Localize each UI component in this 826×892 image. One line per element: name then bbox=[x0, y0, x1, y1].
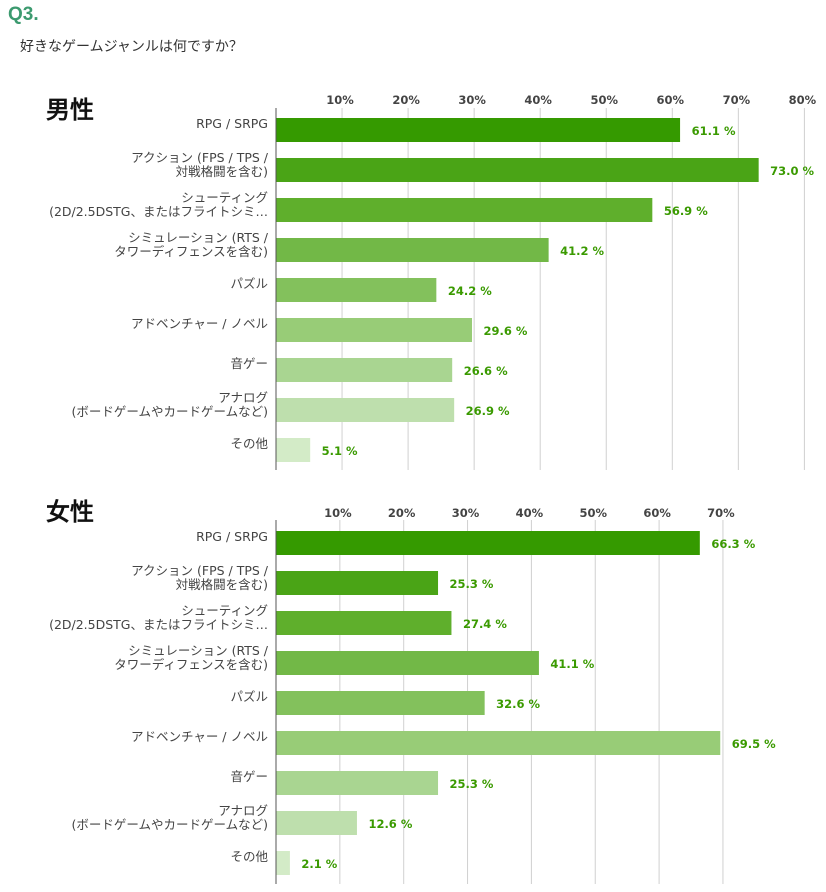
x-tick-label: 20% bbox=[392, 93, 420, 107]
category-label: シューティング bbox=[181, 603, 268, 618]
category-label: パズル bbox=[230, 689, 268, 704]
category-label: アナログ bbox=[218, 390, 268, 405]
category-label: シミュレーション (RTS / bbox=[128, 643, 269, 658]
category-label: 音ゲー bbox=[230, 769, 268, 784]
x-tick-label: 30% bbox=[458, 93, 486, 107]
x-tick-label: 60% bbox=[643, 506, 671, 520]
category-label: RPG / SRPG bbox=[196, 116, 268, 131]
x-tick-label: 70% bbox=[723, 93, 751, 107]
category-label: その他 bbox=[230, 436, 268, 451]
bar bbox=[276, 531, 700, 555]
category-label: (ボードゲームやカードゲームなど) bbox=[71, 817, 268, 832]
data-label: 27.4 % bbox=[463, 617, 507, 631]
bar bbox=[276, 198, 653, 222]
bar bbox=[276, 651, 539, 675]
question-number: Q3. bbox=[8, 4, 39, 25]
category-label: パズル bbox=[230, 276, 268, 291]
bar bbox=[276, 571, 439, 595]
category-label: その他 bbox=[230, 849, 268, 864]
category-label: タワーディフェンスを含む) bbox=[114, 244, 268, 259]
data-label: 24.2 % bbox=[448, 284, 492, 298]
data-label: 73.0 % bbox=[770, 164, 814, 178]
category-label: アクション (FPS / TPS / bbox=[131, 563, 269, 578]
bar bbox=[276, 278, 437, 302]
bar bbox=[276, 438, 311, 462]
category-label: アナログ bbox=[218, 803, 268, 818]
category-label: シミュレーション (RTS / bbox=[128, 230, 269, 245]
bar bbox=[276, 118, 681, 142]
category-label: 音ゲー bbox=[230, 356, 268, 371]
data-label: 61.1 % bbox=[692, 124, 736, 138]
bar bbox=[276, 318, 473, 342]
category-label: 対戦格闘を含む) bbox=[176, 164, 268, 179]
data-label: 69.5 % bbox=[732, 737, 776, 751]
chart-title: 女性 bbox=[46, 498, 94, 526]
data-label: 41.1 % bbox=[550, 657, 594, 671]
bar-chart-male: 10% 20% 30% 40% 50% 60% 70% 80% 61.1 % RPG / SRPG… bbox=[49, 93, 817, 470]
x-tick-label: 50% bbox=[590, 93, 618, 107]
data-label: 41.2 % bbox=[560, 244, 604, 258]
category-label: 対戦格闘を含む) bbox=[176, 577, 268, 592]
category-label: (2D/2.5DSTG、またはフライトシミ… bbox=[49, 617, 268, 632]
bar bbox=[276, 851, 290, 875]
category-label: タワーディフェンスを含む) bbox=[114, 657, 268, 672]
bar bbox=[276, 238, 549, 262]
category-label: アドベンチャー / ノベル bbox=[131, 729, 268, 744]
x-tick-label: 40% bbox=[524, 93, 552, 107]
x-tick-label: 20% bbox=[388, 506, 416, 520]
data-label: 25.3 % bbox=[450, 577, 494, 591]
category-label: RPG / SRPG bbox=[196, 529, 268, 544]
x-tick-label: 30% bbox=[452, 506, 480, 520]
bar bbox=[276, 811, 357, 835]
bar bbox=[276, 731, 721, 755]
x-tick-label: 10% bbox=[324, 506, 352, 520]
data-label: 26.6 % bbox=[464, 364, 508, 378]
data-label: 32.6 % bbox=[496, 697, 540, 711]
category-label: (2D/2.5DSTG、またはフライトシミ… bbox=[49, 204, 268, 219]
x-tick-label: 70% bbox=[707, 506, 735, 520]
question-text: 好きなゲームジャンルは何ですか？ bbox=[20, 39, 243, 55]
x-tick-label: 10% bbox=[326, 93, 354, 107]
data-label: 29.6 % bbox=[484, 324, 528, 338]
data-label: 5.1 % bbox=[322, 444, 358, 458]
category-label: アクション (FPS / TPS / bbox=[131, 150, 269, 165]
x-tick-label: 40% bbox=[516, 506, 544, 520]
bar bbox=[276, 358, 453, 382]
chart-title: 男性 bbox=[46, 96, 94, 124]
data-label: 25.3 % bbox=[450, 777, 494, 791]
bar bbox=[276, 771, 439, 795]
bar bbox=[276, 691, 485, 715]
x-tick-label: 50% bbox=[579, 506, 607, 520]
data-label: 2.1 % bbox=[301, 857, 337, 871]
category-label: アドベンチャー / ノベル bbox=[131, 316, 268, 331]
data-label: 66.3 % bbox=[711, 537, 755, 551]
data-label: 56.9 % bbox=[664, 204, 708, 218]
category-label: シューティング bbox=[181, 190, 268, 205]
x-tick-label: 80% bbox=[789, 93, 817, 107]
bar bbox=[276, 158, 759, 182]
bar bbox=[276, 611, 452, 635]
bar-chart-female: 10% 20% 30% 40% 50% 60% 70% 66.3 % RPG / SRPG 25.… bbox=[49, 506, 776, 884]
chart-panel-male: 男性 10% 20% 30% 40% 50% 60% 70% 80% 61.1 % RPG / S… bbox=[0, 90, 826, 472]
category-label: (ボードゲームやカードゲームなど) bbox=[71, 404, 268, 419]
data-label: 12.6 % bbox=[368, 817, 412, 831]
x-tick-label: 60% bbox=[657, 93, 685, 107]
data-label: 26.9 % bbox=[466, 404, 510, 418]
chart-panel-female: 女性 10% 20% 30% 40% 50% 60% 70% 66.3 % RPG / SRPG… bbox=[0, 492, 826, 884]
bar bbox=[276, 398, 455, 422]
